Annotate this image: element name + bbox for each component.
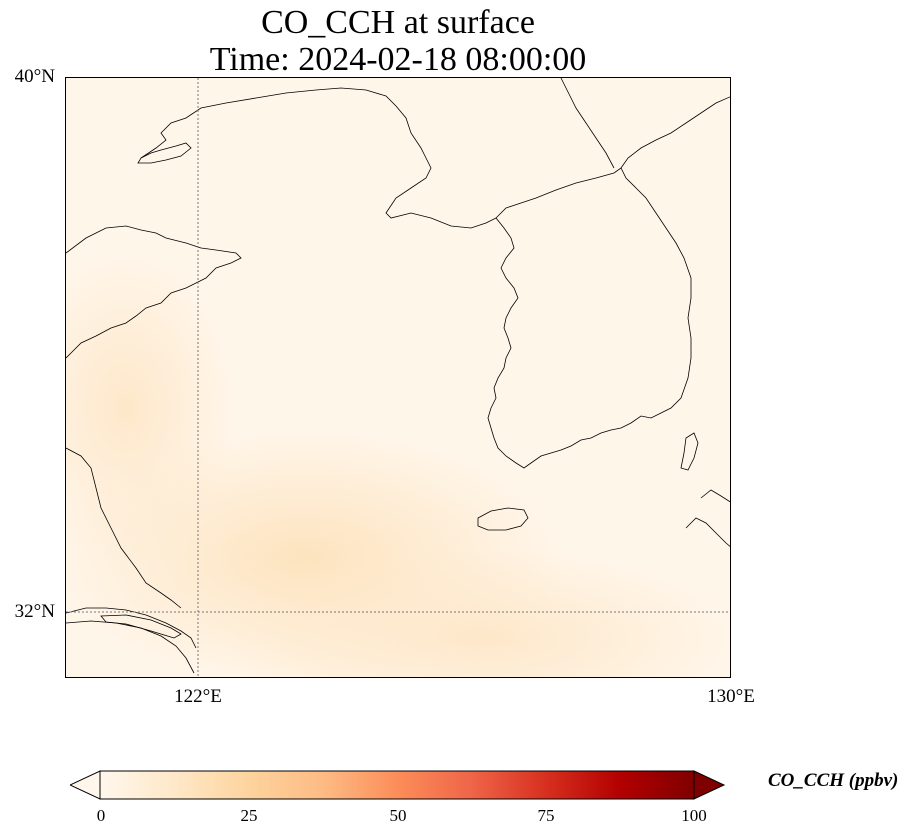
y-tick-label: 32°N <box>14 601 55 622</box>
colorbar-tick-label: 0 <box>96 806 106 825</box>
plot-title-time: Time: 2024-02-18 08:00:00 <box>209 41 587 78</box>
coastlines <box>66 78 730 674</box>
coastline-korea-north <box>560 78 730 169</box>
colorbar-gradient <box>99 770 695 800</box>
map-panel <box>65 77 731 678</box>
colorbar-tick-label: 50 <box>389 806 407 825</box>
coastline-korea <box>487 167 692 469</box>
coastline-yangtze <box>66 607 197 674</box>
coastline-china-north <box>66 225 242 359</box>
colorbar-tick-label: 75 <box>537 806 555 825</box>
colorbar <box>70 770 726 800</box>
island-chongming <box>100 614 182 639</box>
coastline-jiangsu <box>66 447 182 609</box>
x-tick-label: 122°E <box>174 686 222 707</box>
plot-title-line1: CO_CCH at surface <box>261 4 535 41</box>
colorbar-extend-min <box>70 770 101 800</box>
coastline-bohai-north <box>140 87 497 229</box>
concentration-plume <box>66 248 236 568</box>
map-canvas <box>66 78 730 677</box>
concentration-plume <box>226 548 730 677</box>
colorbar-tick-label: 25 <box>240 806 258 825</box>
coastline-kyushu <box>685 489 730 547</box>
island-jeju <box>477 507 529 531</box>
coastline-liaodong <box>137 142 192 164</box>
colorbar-extend-max <box>693 770 726 800</box>
island-tsushima <box>680 432 699 471</box>
x-tick-label: 130°E <box>707 686 755 707</box>
colorbar-label: CO_CCH (ppbv) <box>768 770 899 791</box>
colorbar-tick-label: 100 <box>681 806 707 825</box>
y-tick-label: 40°N <box>14 66 55 87</box>
